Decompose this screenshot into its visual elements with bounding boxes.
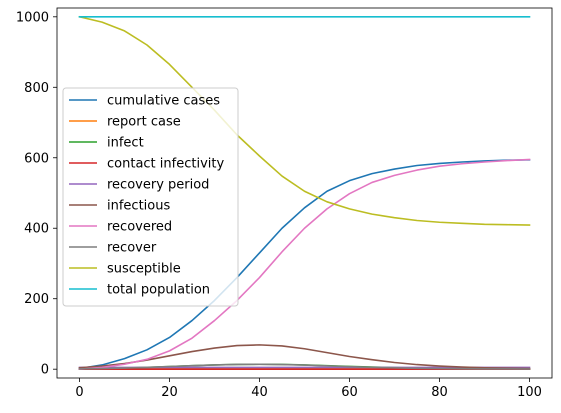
x-tick-label: 0 bbox=[75, 385, 83, 400]
x-tick-label: 80 bbox=[431, 385, 448, 400]
y-tick-label: 200 bbox=[24, 292, 49, 307]
y-tick-label: 600 bbox=[24, 151, 49, 166]
y-tick-label: 1000 bbox=[16, 10, 49, 25]
legend-label-susceptible: susceptible bbox=[107, 262, 181, 277]
x-tick-label: 40 bbox=[251, 385, 268, 400]
legend-label-recovered: recovered bbox=[107, 220, 172, 235]
legend-label-infect: infect bbox=[107, 136, 144, 151]
y-tick-label: 0 bbox=[41, 363, 49, 378]
legend-label-total-population: total population bbox=[107, 283, 210, 298]
y-tick-label: 800 bbox=[24, 81, 49, 96]
legend-label-contact-infectivity: contact infectivity bbox=[107, 157, 224, 172]
x-tick-label: 100 bbox=[517, 385, 542, 400]
y-tick-label: 400 bbox=[24, 222, 49, 237]
legend-label-report-case: report case bbox=[107, 115, 181, 130]
legend-label-recovery-period: recovery period bbox=[107, 178, 209, 193]
x-tick-label: 60 bbox=[341, 385, 358, 400]
legend-label-recover: recover bbox=[107, 241, 157, 256]
legend-label-infectious: infectious bbox=[107, 199, 170, 214]
x-tick-label: 20 bbox=[161, 385, 178, 400]
legend-label-cumulative-cases: cumulative cases bbox=[107, 94, 220, 109]
legend: cumulative cases report case infect contact… bbox=[63, 88, 238, 306]
